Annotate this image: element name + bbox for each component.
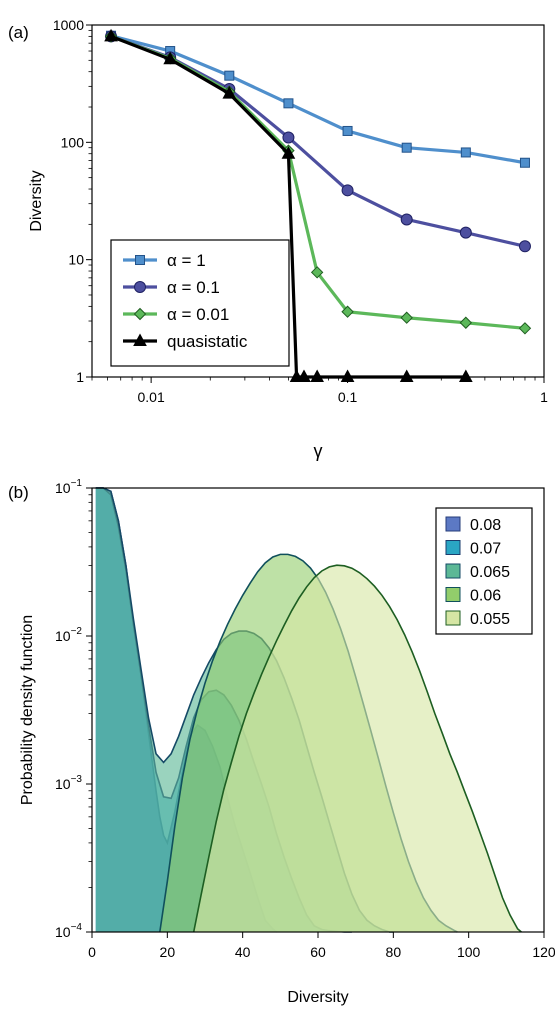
point-1 — [519, 157, 530, 168]
legend-entry-0-01: α = 0.01 — [123, 305, 229, 324]
point-1 — [224, 70, 235, 81]
panel-a-y-axis-label: Diversity — [28, 170, 45, 231]
legend-label: 0.055 — [470, 611, 510, 628]
panel-b-y-axis-label: Probability density function — [19, 615, 36, 805]
density-0-055 — [192, 564, 522, 933]
series-line-0-1 — [110, 34, 526, 248]
panel-a-plot-frame — [91, 24, 545, 378]
legend-entry-1: α = 1 — [123, 251, 206, 270]
panel-a-y-tick-label: 1000 — [53, 17, 84, 33]
point-1 — [460, 147, 471, 158]
panel-a-label: (a) — [8, 23, 29, 42]
legend-entry-0-07: 0.07 — [445, 540, 501, 558]
panel-b-x-tick-label: 60 — [310, 944, 326, 960]
panel-a-x-tick-label: 1 — [540, 389, 548, 405]
point-0-01 — [400, 311, 413, 324]
panel-a-x-tick-label: 0.01 — [138, 389, 165, 405]
legend-swatch — [445, 610, 461, 626]
panel-b-y-tick-label: 10−2 — [55, 626, 82, 644]
point-0-01 — [310, 266, 324, 279]
panel-b-x-tick-label: 80 — [386, 944, 402, 960]
panel-b-x-axis-label: Diversity — [287, 989, 348, 1006]
panel-a-y-tick-label: 1 — [76, 369, 84, 385]
panel-a-x-axis-label: γ — [314, 441, 323, 461]
legend-label: α = 0.1 — [167, 278, 220, 297]
panel-b-y-tick-label: 10−1 — [55, 478, 82, 496]
point-quasistatic — [310, 369, 324, 382]
legend-label: α = 1 — [167, 251, 206, 270]
panel-b-ticks: 0 20 40 60 80 100 120 10−4 10−3 10−2 10−1 — [55, 478, 555, 960]
legend-swatch — [445, 563, 461, 579]
panel-a-y-tick-label: 100 — [61, 134, 85, 150]
panel-b-series-layer — [95, 487, 522, 933]
point-0-1 — [400, 213, 413, 226]
point-0-01 — [341, 305, 354, 318]
point-quasistatic — [222, 86, 237, 99]
legend-swatch — [445, 587, 461, 602]
legend-entry-0-1: α = 0.1 — [123, 278, 220, 297]
legend-label: α = 0.01 — [167, 305, 229, 324]
legend-entry-0-08: 0.08 — [445, 516, 501, 534]
panel-b-x-tick-label: 0 — [88, 944, 96, 960]
point-quasistatic — [399, 369, 414, 382]
legend-entry-0-055: 0.055 — [445, 610, 510, 628]
panel-b-x-tick-label: 40 — [235, 944, 251, 960]
panel-b-x-tick-label: 120 — [532, 944, 555, 960]
legend-marker — [133, 307, 147, 321]
panel-a-legend: α = 1 α = 0.1 α = 0.01 quasistatic — [110, 239, 290, 367]
panel-b-legend: 0.08 0.07 0.065 0.06 0.055 — [435, 507, 533, 635]
panel-b-chart: (b) 0 20 40 60 80 100 120 10−4 10−3 10−2 10−1 Prob… — [8, 478, 555, 1006]
panel-b-y-tick-label: 10−4 — [55, 922, 82, 940]
panel-b-label: (b) — [8, 483, 29, 502]
legend-label: 0.07 — [470, 541, 501, 558]
panel-a-x-tick-label: 0.1 — [338, 389, 358, 405]
legend-entry-0-06: 0.06 — [445, 587, 501, 605]
point-0-1 — [459, 226, 472, 239]
panel-b-x-tick-label: 20 — [160, 944, 176, 960]
legend-label: quasistatic — [167, 332, 248, 351]
point-1 — [342, 125, 353, 136]
legend-marker — [134, 281, 146, 293]
legend-label: 0.08 — [470, 517, 501, 534]
legend-label: 0.065 — [470, 564, 510, 581]
panel-a-chart: (a) 0.01 0.1 1 1 10 100 1000 Diversity γ α = 1… — [8, 17, 548, 461]
point-0-01 — [459, 316, 473, 329]
density-area-0-055 — [193, 565, 522, 932]
point-0-01 — [518, 322, 532, 335]
legend-entry-0-065: 0.065 — [445, 563, 510, 581]
point-quasistatic — [281, 146, 296, 159]
point-0-1 — [341, 184, 354, 197]
panel-b-x-tick-label: 100 — [457, 944, 481, 960]
point-quasistatic — [458, 369, 473, 382]
legend-swatch — [445, 540, 461, 555]
legend-marker — [133, 333, 147, 346]
point-0-1 — [282, 131, 295, 144]
panel-a-y-tick-label: 10 — [68, 252, 84, 268]
legend-label: 0.06 — [470, 588, 501, 605]
series-line-1 — [110, 34, 526, 165]
legend-swatch — [445, 516, 461, 532]
panel-a-ticks: 0.01 0.1 1 1 10 100 1000 — [53, 17, 548, 405]
point-1 — [401, 142, 412, 153]
point-quasistatic — [297, 369, 311, 382]
legend-entry-quasistatic: quasistatic — [123, 332, 248, 351]
panel-b-y-tick-label: 10−3 — [55, 774, 82, 792]
point-1 — [283, 98, 294, 109]
point-0-1 — [518, 240, 531, 253]
density-curve-0-055 — [192, 564, 522, 933]
point-quasistatic — [163, 51, 178, 65]
point-quasistatic — [104, 28, 118, 42]
legend-marker — [135, 255, 145, 265]
